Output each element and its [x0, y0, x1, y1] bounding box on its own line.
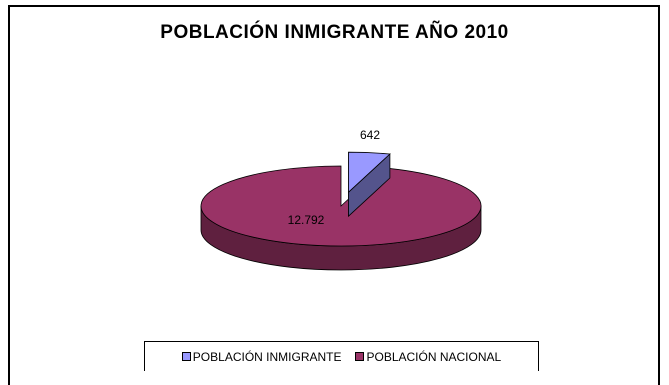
legend-swatch-nacional — [355, 352, 365, 361]
legend-label-nacional: POBLACIÓN NACIONAL — [366, 349, 502, 364]
legend-item-inmigrante: POBLACIÓN INMIGRANTE — [181, 349, 342, 364]
slice-nacional-top — [200, 165, 482, 247]
legend-swatch-inmigrante — [181, 352, 191, 361]
chart-title: POBLACIÓN INMIGRANTE AÑO 2010 — [160, 22, 509, 43]
data-label-nacional: 12.792 — [288, 213, 325, 227]
legend-item-nacional: POBLACIÓN NACIONAL — [355, 350, 501, 364]
chart-legend: POBLACIÓN INMIGRANTE POBLACIÓN NACIONAL — [144, 341, 539, 371]
data-label-inmigrante: 642 — [360, 128, 380, 142]
slice-inmigrante-top — [348, 151, 391, 194]
legend-label-inmigrante: POBLACIÓN INMIGRANTE — [192, 349, 342, 364]
